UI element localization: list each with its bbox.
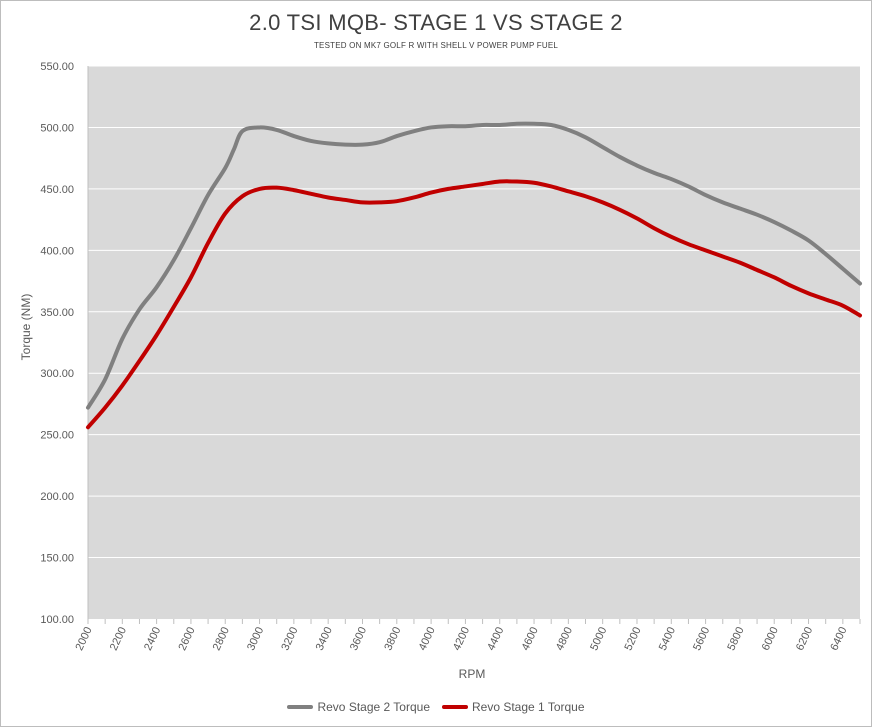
x-tick-label: 2600 (176, 625, 197, 652)
y-tick-label: 550.00 (40, 61, 74, 73)
x-tick-label: 4800 (554, 625, 575, 652)
x-axis-ticks: 2000 2200 2400 2600 2800 3000 3200 3400 3600 3800… (73, 619, 861, 652)
x-tick-label: 2200 (108, 625, 129, 652)
x-tick-label: 6200 (794, 625, 815, 652)
y-axis-label: Torque (NM) (19, 294, 33, 361)
x-tick-label: 3600 (348, 625, 369, 652)
x-tick-label: 2000 (73, 625, 94, 652)
chart-title: 2.0 TSI MQB- STAGE 1 VS STAGE 2 (249, 10, 623, 35)
y-tick-label: 150.00 (40, 553, 74, 565)
series-line-stage-2 (86, 121, 862, 410)
legend-swatch-stage-2 (287, 705, 314, 709)
gridlines (87, 65, 860, 619)
legend-item-stage-1: Revo Stage 1 Torque (442, 700, 585, 714)
x-tick-label: 2800 (211, 625, 232, 652)
x-tick-label: 3400 (314, 625, 335, 652)
legend: Revo Stage 2 Torque Revo Stage 1 Torque (0, 700, 872, 714)
legend-swatch-stage-1 (442, 705, 468, 709)
y-tick-label: 450.00 (40, 184, 74, 196)
y-tick-label: 350.00 (40, 307, 74, 319)
plot-area (88, 66, 860, 619)
x-tick-label: 2400 (142, 625, 163, 652)
y-tick-label: 400.00 (40, 245, 74, 257)
x-tick-label: 5200 (622, 625, 643, 652)
legend-label-stage-2: Revo Stage 2 Torque (317, 700, 430, 714)
x-tick-label: 5000 (588, 625, 609, 652)
x-tick-label: 5600 (691, 625, 712, 652)
y-tick-label: 100.00 (40, 614, 74, 626)
y-tick-label: 250.00 (40, 430, 74, 442)
x-tick-label: 4600 (520, 625, 541, 652)
x-tick-label: 5400 (657, 625, 678, 652)
x-tick-label: 3800 (382, 625, 403, 652)
x-tick-label: 4000 (417, 625, 438, 652)
x-tick-label: 6400 (828, 625, 849, 652)
x-axis-label: RPM (459, 667, 486, 681)
x-tick-label: 6000 (760, 625, 781, 652)
y-tick-label: 500.00 (40, 122, 74, 134)
x-tick-label: 5800 (725, 625, 746, 652)
x-tick-label: 4400 (485, 625, 506, 652)
legend-item-stage-2: Revo Stage 2 Torque (287, 700, 430, 714)
legend-label-stage-1: Revo Stage 1 Torque (472, 700, 585, 714)
x-tick-label: 3200 (279, 625, 300, 652)
x-tick-label: 4200 (451, 625, 472, 652)
y-tick-label: 200.00 (40, 491, 74, 503)
series-lines (86, 121, 862, 430)
y-tick-label: 300.00 (40, 368, 74, 380)
chart-subtitle: TESTED ON MK7 GOLF R WITH SHELL V POWER … (313, 41, 559, 50)
series-line-stage-1 (86, 179, 862, 430)
x-tick-label: 3000 (245, 625, 266, 652)
y-axis-ticks: 100.00 150.00 200.00 250.00 300.00 350.00 400.… (40, 61, 74, 626)
